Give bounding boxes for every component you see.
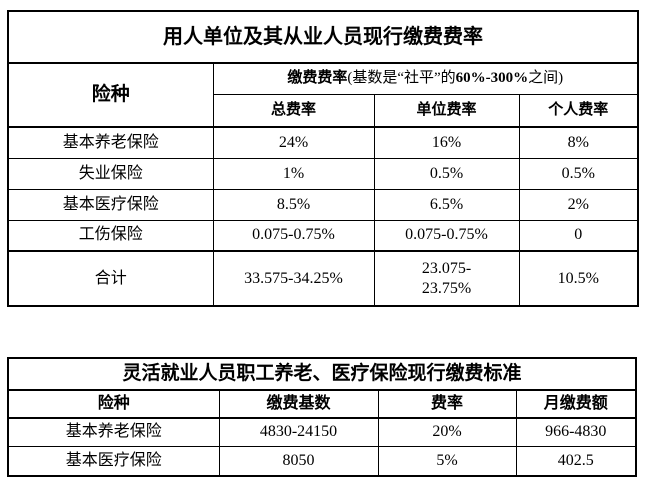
cell-monthly-amount: 402.5 bbox=[515, 445, 637, 477]
rate-header-regular-suffix: 之间) bbox=[528, 70, 564, 87]
flexible-employment-rate-table: 灵活就业人员职工养老、医疗保险现行缴费标准 险种 缴费基数 费率 月缴费额 基本… bbox=[7, 357, 638, 477]
row-medical: 基本医疗保险 8.5% 6.5% 2% bbox=[7, 188, 639, 221]
table-row: 灵活就业人员职工养老、医疗保险现行缴费标准 bbox=[7, 357, 637, 391]
cell-individual-rate: 0.5% bbox=[518, 157, 639, 190]
cell-total-rate: 8.5% bbox=[212, 188, 375, 221]
cell-employer-rate: 6.5% bbox=[373, 188, 520, 221]
col-header-insurance-type: 险种 bbox=[7, 389, 220, 419]
cell-total-rate: 1% bbox=[212, 157, 375, 190]
col-header-rate: 费率 bbox=[377, 389, 517, 419]
cell-individual-rate: 2% bbox=[518, 188, 639, 221]
cell-contribution-base: 4830-24150 bbox=[218, 417, 379, 447]
cell-employer-rate: 0.075-0.75% bbox=[373, 219, 520, 252]
cell-rate: 20% bbox=[377, 417, 517, 447]
cell-rate: 5% bbox=[377, 445, 517, 477]
cell-insurance-label: 基本养老保险 bbox=[7, 417, 220, 447]
employer-employee-rate-table: 用人单位及其从业人员现行缴费费率 险种 缴费费率(基数是“社平”的60%-300… bbox=[7, 10, 639, 307]
cell-total-label: 合计 bbox=[7, 250, 214, 307]
col-header-insurance-type: 险种 bbox=[7, 62, 214, 128]
cell-total-rate: 24% bbox=[212, 126, 375, 159]
cell-total-rate: 0.075-0.75% bbox=[212, 219, 375, 252]
rate-header-regular-mid: (基数是“社平”的 bbox=[347, 70, 456, 87]
rate-header-bold-prefix: 缴费费率 bbox=[287, 70, 348, 87]
row-unemployment: 失业保险 1% 0.5% 0.5% bbox=[7, 157, 639, 190]
row-total: 合计 33.575-34.25% 23.075- 23.75% 10.5% bbox=[7, 250, 639, 307]
cell-monthly-amount: 966-4830 bbox=[515, 417, 637, 447]
cell-individual-rate: 0 bbox=[518, 219, 639, 252]
table-row: 险种 缴费费率(基数是“社平”的60%-300%之间) bbox=[7, 62, 639, 128]
cell-insurance-label: 基本养老保险 bbox=[7, 126, 214, 159]
cell-individual-rate: 10.5% bbox=[518, 250, 639, 307]
row-medical: 基本医疗保险 8050 5% 402.5 bbox=[7, 445, 637, 477]
cell-insurance-label: 工伤保险 bbox=[7, 219, 214, 252]
cell-contribution-base: 8050 bbox=[218, 445, 379, 477]
col-header-monthly-amount: 月缴费额 bbox=[515, 389, 637, 419]
table-row: 用人单位及其从业人员现行缴费费率 bbox=[7, 10, 639, 64]
cell-employer-rate: 23.075- 23.75% bbox=[373, 250, 520, 307]
cell-insurance-label: 失业保险 bbox=[7, 157, 214, 190]
col-header-total-rate: 总费率 bbox=[212, 93, 375, 128]
cell-employer-rate: 16% bbox=[373, 126, 520, 159]
cell-insurance-label: 基本医疗保险 bbox=[7, 188, 214, 221]
col-header-employer-rate: 单位费率 bbox=[373, 93, 520, 128]
col-header-contribution-base: 缴费基数 bbox=[218, 389, 379, 419]
table-row: 总费率 单位费率 个人费率 bbox=[8, 93, 639, 128]
cell-employer-rate: 0.5% bbox=[373, 157, 520, 190]
col-header-rate-group: 缴费费率(基数是“社平”的60%-300%之间) bbox=[212, 62, 639, 95]
table1-title: 用人单位及其从业人员现行缴费费率 bbox=[7, 10, 639, 64]
rate-header-bold-range: 60%-300% bbox=[455, 70, 529, 87]
table2-title: 灵活就业人员职工养老、医疗保险现行缴费标准 bbox=[7, 357, 637, 391]
cell-individual-rate: 8% bbox=[518, 126, 639, 159]
row-pension: 基本养老保险 4830-24150 20% 966-4830 bbox=[7, 417, 637, 447]
cell-insurance-label: 基本医疗保险 bbox=[7, 445, 220, 477]
col-header-individual-rate: 个人费率 bbox=[518, 93, 639, 128]
row-pension: 基本养老保险 24% 16% 8% bbox=[7, 126, 639, 159]
cell-total-rate: 33.575-34.25% bbox=[212, 250, 375, 307]
row-work-injury: 工伤保险 0.075-0.75% 0.075-0.75% 0 bbox=[7, 219, 639, 252]
table-row: 险种 缴费基数 费率 月缴费额 bbox=[7, 389, 637, 419]
